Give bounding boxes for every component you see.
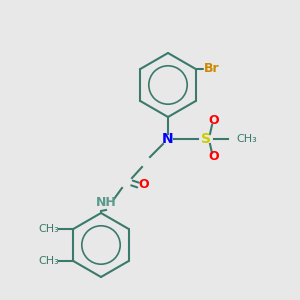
Text: CH₃: CH₃: [38, 224, 59, 234]
Text: CH₃: CH₃: [38, 256, 59, 266]
Text: NH: NH: [96, 196, 116, 209]
Text: O: O: [209, 151, 219, 164]
Text: N: N: [162, 132, 174, 146]
Text: O: O: [139, 178, 149, 191]
Text: S: S: [201, 132, 211, 146]
Text: CH₃: CH₃: [236, 134, 257, 144]
Text: Br: Br: [204, 62, 219, 76]
Text: O: O: [209, 115, 219, 128]
